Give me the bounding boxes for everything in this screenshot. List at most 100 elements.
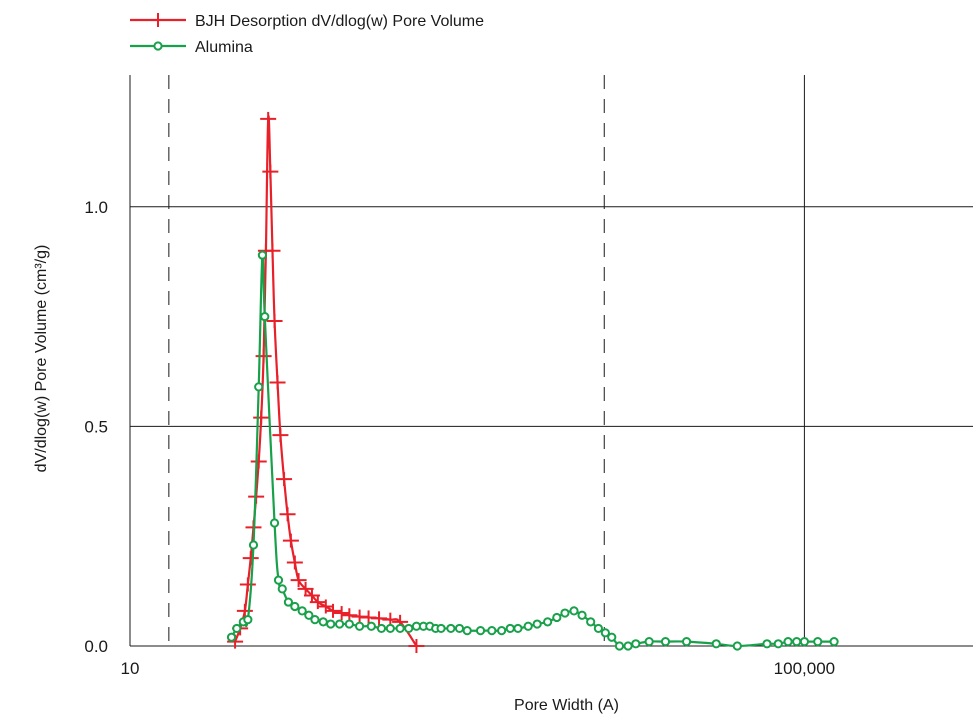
y-tick-label: 1.0 xyxy=(84,198,108,217)
data-point-circle xyxy=(260,311,270,322)
data-point-plus xyxy=(239,577,256,592)
data-point-circle xyxy=(762,639,772,649)
data-point-circle xyxy=(799,637,810,647)
data-point-circle xyxy=(505,623,515,634)
data-point-plus xyxy=(250,454,267,469)
data-point-circle xyxy=(783,637,793,647)
data-point-circle xyxy=(436,623,446,634)
data-point-circle xyxy=(446,623,456,634)
data-point-circle xyxy=(385,623,395,634)
data-point-circle xyxy=(586,617,596,627)
legend-label: Alumina xyxy=(195,39,253,56)
data-point-circle xyxy=(304,610,314,620)
data-point-circle xyxy=(395,623,405,634)
data-point-circle xyxy=(623,641,633,651)
data-point-circle xyxy=(681,637,692,647)
data-point-circle xyxy=(487,626,497,636)
y-tick-label: 0.5 xyxy=(84,417,108,436)
data-point-circle xyxy=(318,617,328,627)
data-point-circle xyxy=(273,575,284,585)
series-line xyxy=(234,115,418,647)
data-point-plus xyxy=(286,555,303,570)
data-point-circle xyxy=(248,540,259,550)
data-point-plus xyxy=(150,13,166,27)
data-point-circle xyxy=(497,626,507,636)
data-point-plus xyxy=(236,603,253,618)
data-point-circle xyxy=(792,637,802,647)
data-point-plus xyxy=(408,639,425,653)
data-point-circle xyxy=(813,637,823,647)
data-point-plus xyxy=(269,375,286,390)
axis-labels: Pore Width (A) dV/dlog(w) Pore Volume (c… xyxy=(33,245,619,714)
data-point-circle xyxy=(344,619,354,629)
data-point-plus xyxy=(290,573,307,588)
data-point-plus xyxy=(276,472,293,487)
legend: BJH Desorption dV/dlog(w) Pore Volume Alu… xyxy=(130,13,484,56)
data-point-circle xyxy=(254,382,264,392)
data-point-circle xyxy=(532,619,542,629)
data-point-circle xyxy=(560,608,570,618)
data-point-circle xyxy=(829,637,839,647)
data-point-circle xyxy=(232,623,242,634)
y-tick-label: 0.0 xyxy=(84,637,108,656)
data-point-circle xyxy=(310,615,320,625)
data-point-circle xyxy=(607,632,617,642)
data-point-plus xyxy=(262,164,279,179)
data-point-circle xyxy=(153,41,163,51)
x-tick-label: 100,000 xyxy=(774,659,835,678)
data-point-circle xyxy=(257,250,268,260)
series-line xyxy=(230,250,835,648)
series-alumina xyxy=(226,250,839,651)
data-point-circle xyxy=(277,584,287,594)
data-point-circle xyxy=(660,637,671,647)
grid xyxy=(130,75,973,646)
x-tick-label: 10 xyxy=(121,659,140,678)
data-point-circle xyxy=(454,623,465,634)
data-point-circle xyxy=(732,641,742,651)
data-point-plus xyxy=(325,603,342,618)
data-point-circle xyxy=(593,623,603,634)
data-point-circle xyxy=(462,626,472,636)
legend-item: BJH Desorption dV/dlog(w) Pore Volume xyxy=(130,13,484,30)
data-point-circle xyxy=(552,612,562,623)
data-point-circle xyxy=(404,623,414,634)
data-point-circle xyxy=(475,626,486,636)
data-point-circle xyxy=(631,639,641,649)
data-point-circle xyxy=(376,623,387,634)
data-point-circle xyxy=(354,621,365,631)
data-point-plus xyxy=(260,111,277,126)
data-point-circle xyxy=(600,628,610,638)
series-bjh-desorption xyxy=(227,111,425,653)
data-point-circle xyxy=(569,606,579,616)
data-point-circle xyxy=(577,610,587,620)
data-point-plus xyxy=(333,606,350,621)
axes: 0.0 0.5 1.0 10 100,000 xyxy=(84,75,973,678)
data-point-plus xyxy=(264,243,281,258)
data-point-plus xyxy=(279,507,296,522)
legend-item: Alumina xyxy=(130,39,253,56)
data-point-circle xyxy=(513,623,523,634)
data-point-circle xyxy=(283,597,294,607)
data-point-circle xyxy=(523,621,533,631)
data-point-circle xyxy=(366,621,376,631)
legend-label: BJH Desorption dV/dlog(w) Pore Volume xyxy=(195,13,484,30)
data-point-circle xyxy=(644,637,654,647)
data-point-circle xyxy=(326,619,336,629)
data-point-plus xyxy=(272,428,289,443)
data-point-plus xyxy=(253,410,270,425)
y-axis-label: dV/dlog(w) Pore Volume (cm³/g) xyxy=(33,245,50,473)
data-point-plus xyxy=(371,611,388,626)
data-point-circle xyxy=(334,619,345,629)
data-point-circle xyxy=(543,617,553,627)
data-point-plus xyxy=(266,313,283,328)
data-point-circle xyxy=(290,601,300,612)
data-point-circle xyxy=(226,632,237,642)
data-point-circle xyxy=(243,615,253,625)
data-point-circle xyxy=(773,639,783,649)
x-axis-label: Pore Width (A) xyxy=(514,697,619,714)
series-layer xyxy=(226,111,839,653)
data-point-circle xyxy=(711,639,721,649)
data-point-circle xyxy=(297,606,307,616)
data-point-circle xyxy=(614,641,625,651)
